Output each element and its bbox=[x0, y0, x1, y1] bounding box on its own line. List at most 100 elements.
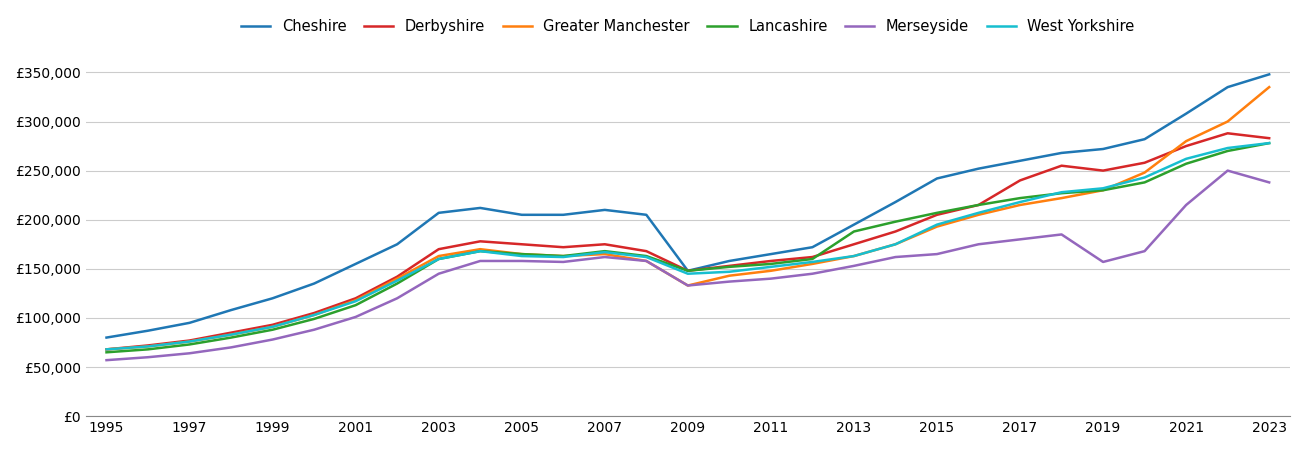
Cheshire bbox=[805, 244, 821, 250]
Greater Manchester bbox=[929, 224, 945, 230]
Lancashire bbox=[805, 256, 821, 262]
Cheshire bbox=[1262, 72, 1278, 77]
Merseyside bbox=[887, 254, 903, 260]
West Yorkshire bbox=[846, 253, 861, 259]
Greater Manchester bbox=[971, 212, 987, 217]
Greater Manchester bbox=[722, 273, 737, 279]
Derbyshire bbox=[929, 212, 945, 217]
Cheshire bbox=[1053, 150, 1069, 156]
Derbyshire bbox=[805, 254, 821, 260]
West Yorkshire bbox=[307, 312, 322, 318]
Cheshire bbox=[763, 252, 779, 257]
West Yorkshire bbox=[929, 222, 945, 227]
Merseyside bbox=[596, 254, 612, 260]
Legend: Cheshire, Derbyshire, Greater Manchester, Lancashire, Merseyside, West Yorkshire: Cheshire, Derbyshire, Greater Manchester… bbox=[235, 13, 1141, 40]
Lancashire bbox=[556, 253, 572, 259]
West Yorkshire bbox=[887, 242, 903, 247]
Lancashire bbox=[1178, 161, 1194, 166]
West Yorkshire bbox=[763, 264, 779, 270]
Lancashire bbox=[223, 335, 239, 340]
Cheshire bbox=[431, 210, 446, 216]
Merseyside bbox=[181, 351, 197, 356]
Derbyshire bbox=[1220, 130, 1236, 136]
Line: West Yorkshire: West Yorkshire bbox=[107, 143, 1270, 349]
Lancashire bbox=[680, 268, 696, 274]
Merseyside bbox=[223, 345, 239, 350]
Greater Manchester bbox=[638, 258, 654, 264]
Merseyside bbox=[514, 258, 530, 264]
Merseyside bbox=[99, 357, 115, 363]
Merseyside bbox=[1053, 232, 1069, 237]
Lancashire bbox=[307, 316, 322, 322]
Merseyside bbox=[348, 314, 364, 319]
Lancashire bbox=[265, 327, 281, 333]
Cheshire bbox=[1095, 146, 1111, 152]
West Yorkshire bbox=[1095, 185, 1111, 191]
Merseyside bbox=[1137, 248, 1152, 254]
Derbyshire bbox=[1137, 160, 1152, 166]
Derbyshire bbox=[181, 338, 197, 343]
Derbyshire bbox=[846, 242, 861, 247]
Merseyside bbox=[1095, 259, 1111, 265]
Greater Manchester bbox=[472, 247, 488, 252]
Greater Manchester bbox=[680, 283, 696, 288]
West Yorkshire bbox=[223, 332, 239, 338]
Line: Cheshire: Cheshire bbox=[107, 74, 1270, 338]
Merseyside bbox=[1013, 237, 1028, 242]
Merseyside bbox=[389, 296, 405, 301]
Derbyshire bbox=[1053, 163, 1069, 168]
Derbyshire bbox=[1178, 144, 1194, 149]
Derbyshire bbox=[348, 296, 364, 301]
Lancashire bbox=[140, 346, 155, 352]
Merseyside bbox=[971, 242, 987, 247]
Lancashire bbox=[389, 281, 405, 286]
West Yorkshire bbox=[638, 254, 654, 260]
Merseyside bbox=[805, 271, 821, 276]
Lancashire bbox=[181, 342, 197, 347]
Merseyside bbox=[556, 259, 572, 265]
Greater Manchester bbox=[887, 242, 903, 247]
Merseyside bbox=[929, 252, 945, 257]
Merseyside bbox=[307, 327, 322, 333]
Merseyside bbox=[472, 258, 488, 264]
Cheshire bbox=[348, 261, 364, 266]
Lancashire bbox=[1095, 188, 1111, 193]
Line: Greater Manchester: Greater Manchester bbox=[107, 87, 1270, 349]
Derbyshire bbox=[1262, 135, 1278, 141]
Derbyshire bbox=[1013, 178, 1028, 183]
Cheshire bbox=[680, 268, 696, 274]
Greater Manchester bbox=[514, 252, 530, 257]
Cheshire bbox=[307, 281, 322, 286]
Cheshire bbox=[722, 258, 737, 264]
Derbyshire bbox=[99, 346, 115, 352]
Lancashire bbox=[514, 252, 530, 257]
Cheshire bbox=[556, 212, 572, 217]
Merseyside bbox=[638, 258, 654, 264]
Cheshire bbox=[472, 205, 488, 211]
West Yorkshire bbox=[1178, 156, 1194, 162]
Lancashire bbox=[846, 229, 861, 234]
Greater Manchester bbox=[596, 252, 612, 257]
Cheshire bbox=[223, 307, 239, 313]
Derbyshire bbox=[307, 310, 322, 316]
Cheshire bbox=[1013, 158, 1028, 163]
West Yorkshire bbox=[971, 210, 987, 216]
Cheshire bbox=[846, 222, 861, 227]
Cheshire bbox=[971, 166, 987, 171]
Greater Manchester bbox=[1178, 139, 1194, 144]
Derbyshire bbox=[223, 330, 239, 335]
West Yorkshire bbox=[181, 339, 197, 344]
Line: Derbyshire: Derbyshire bbox=[107, 133, 1270, 349]
West Yorkshire bbox=[431, 256, 446, 262]
West Yorkshire bbox=[389, 278, 405, 284]
Cheshire bbox=[929, 176, 945, 181]
West Yorkshire bbox=[140, 344, 155, 349]
Cheshire bbox=[99, 335, 115, 340]
Greater Manchester bbox=[1013, 202, 1028, 208]
Cheshire bbox=[1137, 136, 1152, 142]
Derbyshire bbox=[638, 248, 654, 254]
West Yorkshire bbox=[472, 248, 488, 254]
Lancashire bbox=[971, 202, 987, 208]
Line: Merseyside: Merseyside bbox=[107, 171, 1270, 360]
Derbyshire bbox=[887, 229, 903, 234]
